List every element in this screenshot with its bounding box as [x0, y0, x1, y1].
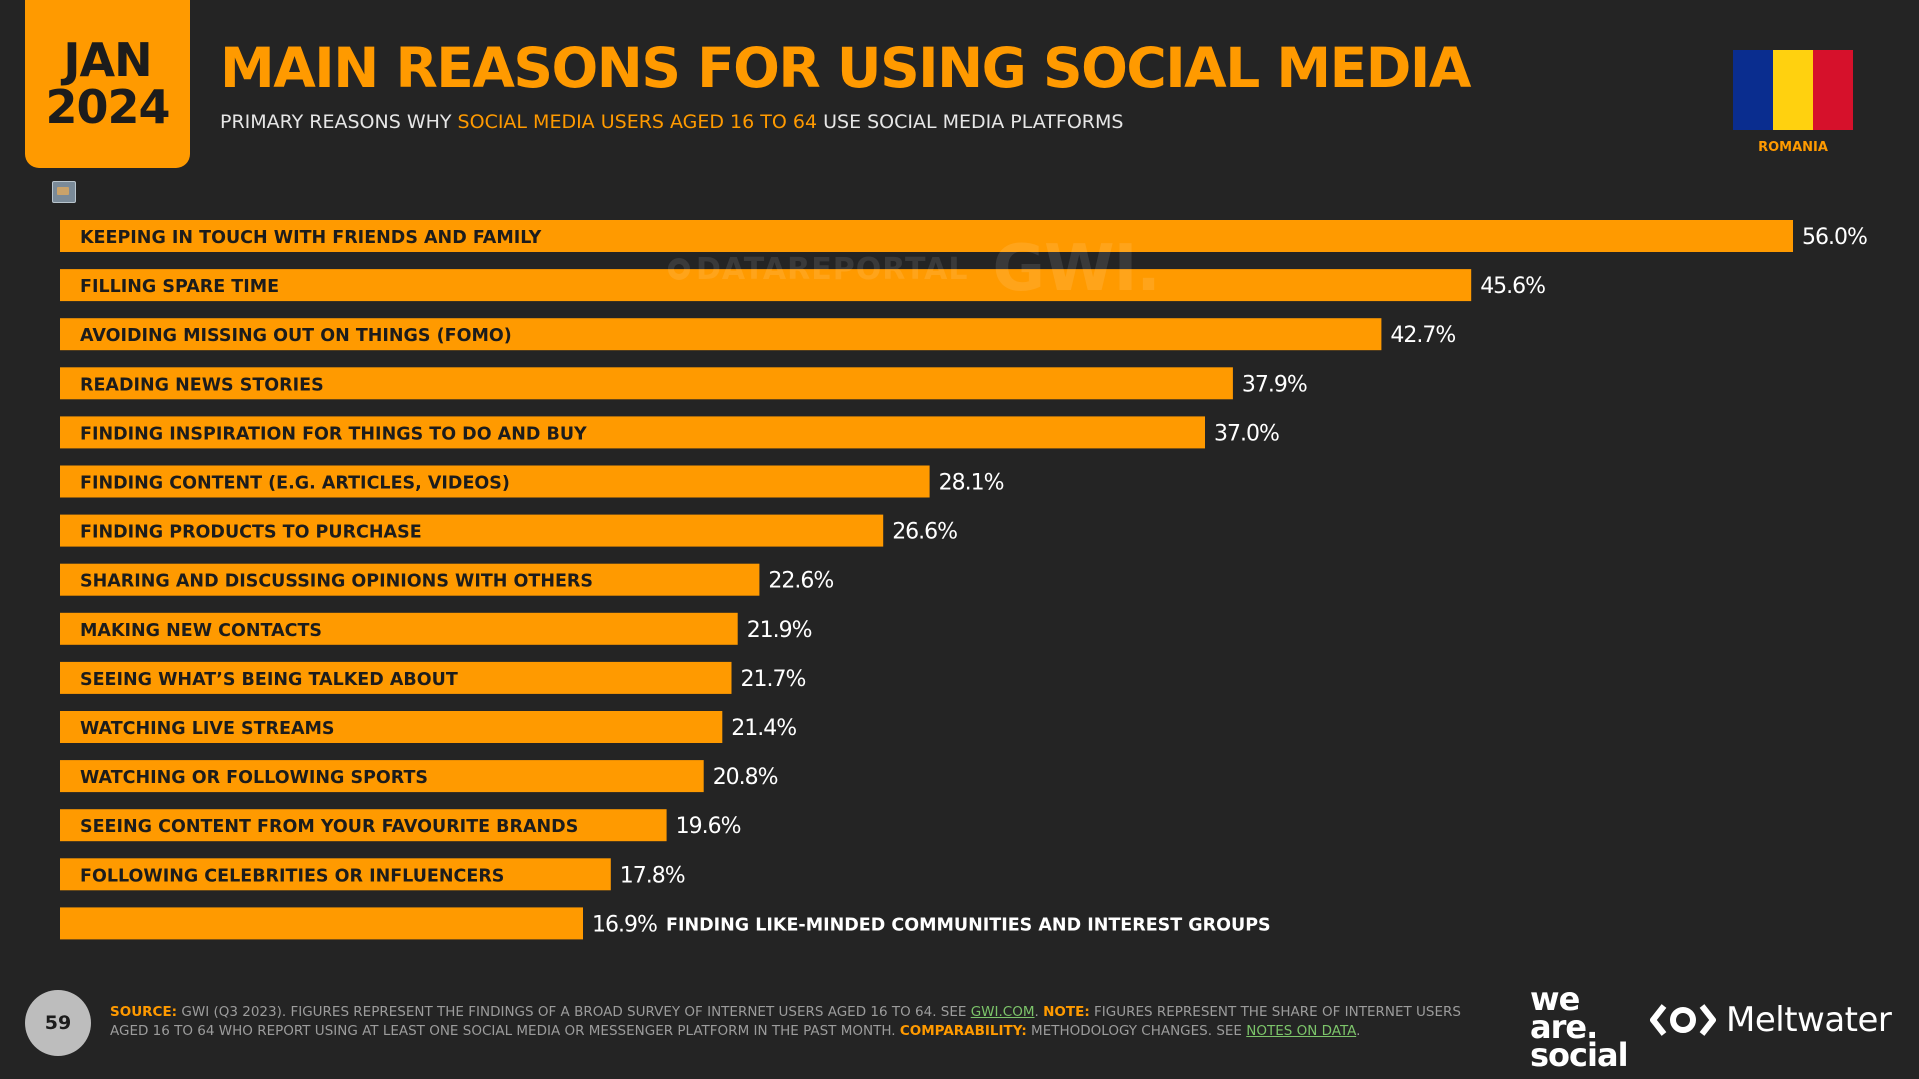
bar: [60, 809, 667, 842]
meltwater-mark-icon: [1650, 1004, 1716, 1036]
bar-category-label: FINDING LIKE-MINDED COMMUNITIES AND INTE…: [666, 915, 1271, 935]
note-text: FIGURES REPRESENT THE SHARE OF INTERNET …: [110, 1004, 1461, 1039]
bar: [60, 367, 1233, 400]
bar-value-label: 17.8%: [620, 863, 685, 888]
page-subtitle: PRIMARY REASONS WHY SOCIAL MEDIA USERS A…: [220, 111, 1123, 133]
bar: [60, 661, 732, 694]
bar-category-label: WATCHING LIVE STREAMS: [80, 719, 335, 739]
logo-social: social: [1530, 1036, 1629, 1074]
bar: [60, 514, 884, 547]
we-are-social-logo: we are. social: [1530, 980, 1629, 1074]
bar-category-label: FILLING SPARE TIME: [80, 277, 279, 297]
meltwater-text: Meltwater: [1726, 1000, 1892, 1040]
meltwater-logo: Meltwater: [1650, 1000, 1892, 1040]
bar-category-label: FOLLOWING CELEBRITIES OR INFLUENCERS: [80, 866, 504, 886]
logo-are: are.: [1530, 1008, 1598, 1046]
date-year: 2024: [45, 80, 170, 134]
bar-value-label: 22.6%: [768, 569, 833, 594]
bar: [60, 416, 1205, 449]
bar-chart: 56.0% KEEPING IN TOUCH WITH FRIENDS AND F…: [60, 220, 1868, 940]
bar: [60, 612, 738, 645]
bar: [60, 220, 1793, 252]
bar: [60, 465, 930, 498]
date-badge: JAN 2024: [25, 0, 190, 168]
bar-value-label: 21.4%: [731, 716, 796, 741]
flag-stripe-blue: [1733, 50, 1773, 130]
bar-value-label: 26.6%: [892, 520, 957, 545]
notes-on-data-link[interactable]: NOTES ON DATA: [1246, 1023, 1357, 1039]
bar-value-label: 16.9%: [592, 912, 657, 937]
subtitle-post: USE SOCIAL MEDIA PLATFORMS: [817, 111, 1124, 133]
page-number: 59: [25, 990, 91, 1056]
bar-category-label: SEEING WHAT’S BEING TALKED ABOUT: [80, 670, 458, 690]
comparability-text: METHODOLOGY CHANGES. SEE: [1026, 1023, 1247, 1039]
bar-value-label: 45.6%: [1480, 274, 1545, 299]
bar-value-label: 42.7%: [1390, 323, 1455, 348]
bar-category-label: READING NEWS STORIES: [80, 375, 324, 395]
logo-we: we: [1530, 980, 1580, 1018]
source-end: .: [1034, 1004, 1044, 1020]
romania-flag: [1733, 50, 1853, 130]
source-period: .: [1356, 1023, 1361, 1039]
bar-value-label: 19.6%: [676, 814, 741, 839]
bar-category-label: MAKING NEW CONTACTS: [80, 621, 322, 641]
date-month: JAN: [63, 33, 152, 88]
bar: [60, 318, 1382, 351]
comparability-key: COMPARABILITY:: [899, 1023, 1027, 1039]
bar: [60, 269, 1472, 302]
country-label: ROMANIA: [1758, 140, 1828, 155]
bar-value-label: 21.9%: [747, 618, 812, 643]
subtitle-pre: PRIMARY REASONS WHY: [220, 111, 458, 133]
image-placeholder-icon: [52, 181, 76, 203]
bar-value-label: 37.0%: [1214, 421, 1279, 446]
bar: [60, 711, 723, 743]
bar-category-label: KEEPING IN TOUCH WITH FRIENDS AND FAMILY: [80, 228, 542, 248]
gwi-link[interactable]: GWI.COM: [970, 1004, 1035, 1020]
bar-category-label: SHARING AND DISCUSSING OPINIONS WITH OTH…: [80, 572, 593, 592]
bar-value-label: 20.8%: [713, 765, 778, 790]
page-title: MAIN REASONS FOR USING SOCIAL MEDIA: [220, 36, 1471, 100]
bar-value-label: 56.0%: [1802, 225, 1867, 250]
source-note: SOURCE: GWI (Q3 2023). FIGURES REPRESENT…: [110, 1003, 1500, 1041]
note-key: NOTE:: [1043, 1004, 1090, 1020]
source-text: GWI (Q3 2023). FIGURES REPRESENT THE FIN…: [177, 1004, 971, 1020]
bar: [60, 563, 760, 596]
bar-category-label: SEEING CONTENT FROM YOUR FAVOURITE BRAND…: [80, 817, 578, 837]
bar: [60, 907, 583, 940]
bar-value-label: 37.9%: [1242, 372, 1307, 397]
bar-category-label: FINDING CONTENT (E.G. ARTICLES, VIDEOS): [80, 474, 510, 494]
flag-stripe-yellow: [1773, 50, 1813, 130]
bar-category-label: FINDING INSPIRATION FOR THINGS TO DO AND…: [80, 424, 587, 444]
flag-stripe-red: [1813, 50, 1853, 130]
bar-value-label: 21.7%: [741, 667, 806, 692]
bar-category-label: WATCHING OR FOLLOWING SPORTS: [80, 768, 428, 788]
bar: [60, 858, 611, 891]
subtitle-highlight: SOCIAL MEDIA USERS AGED 16 TO 64: [457, 111, 818, 133]
bar-category-label: AVOIDING MISSING OUT ON THINGS (FOMO): [80, 326, 512, 346]
source-key: SOURCE:: [110, 1004, 178, 1020]
bar-category-label: FINDING PRODUCTS TO PURCHASE: [80, 523, 422, 543]
bar: [60, 760, 704, 793]
bar-value-label: 28.1%: [939, 471, 1004, 496]
